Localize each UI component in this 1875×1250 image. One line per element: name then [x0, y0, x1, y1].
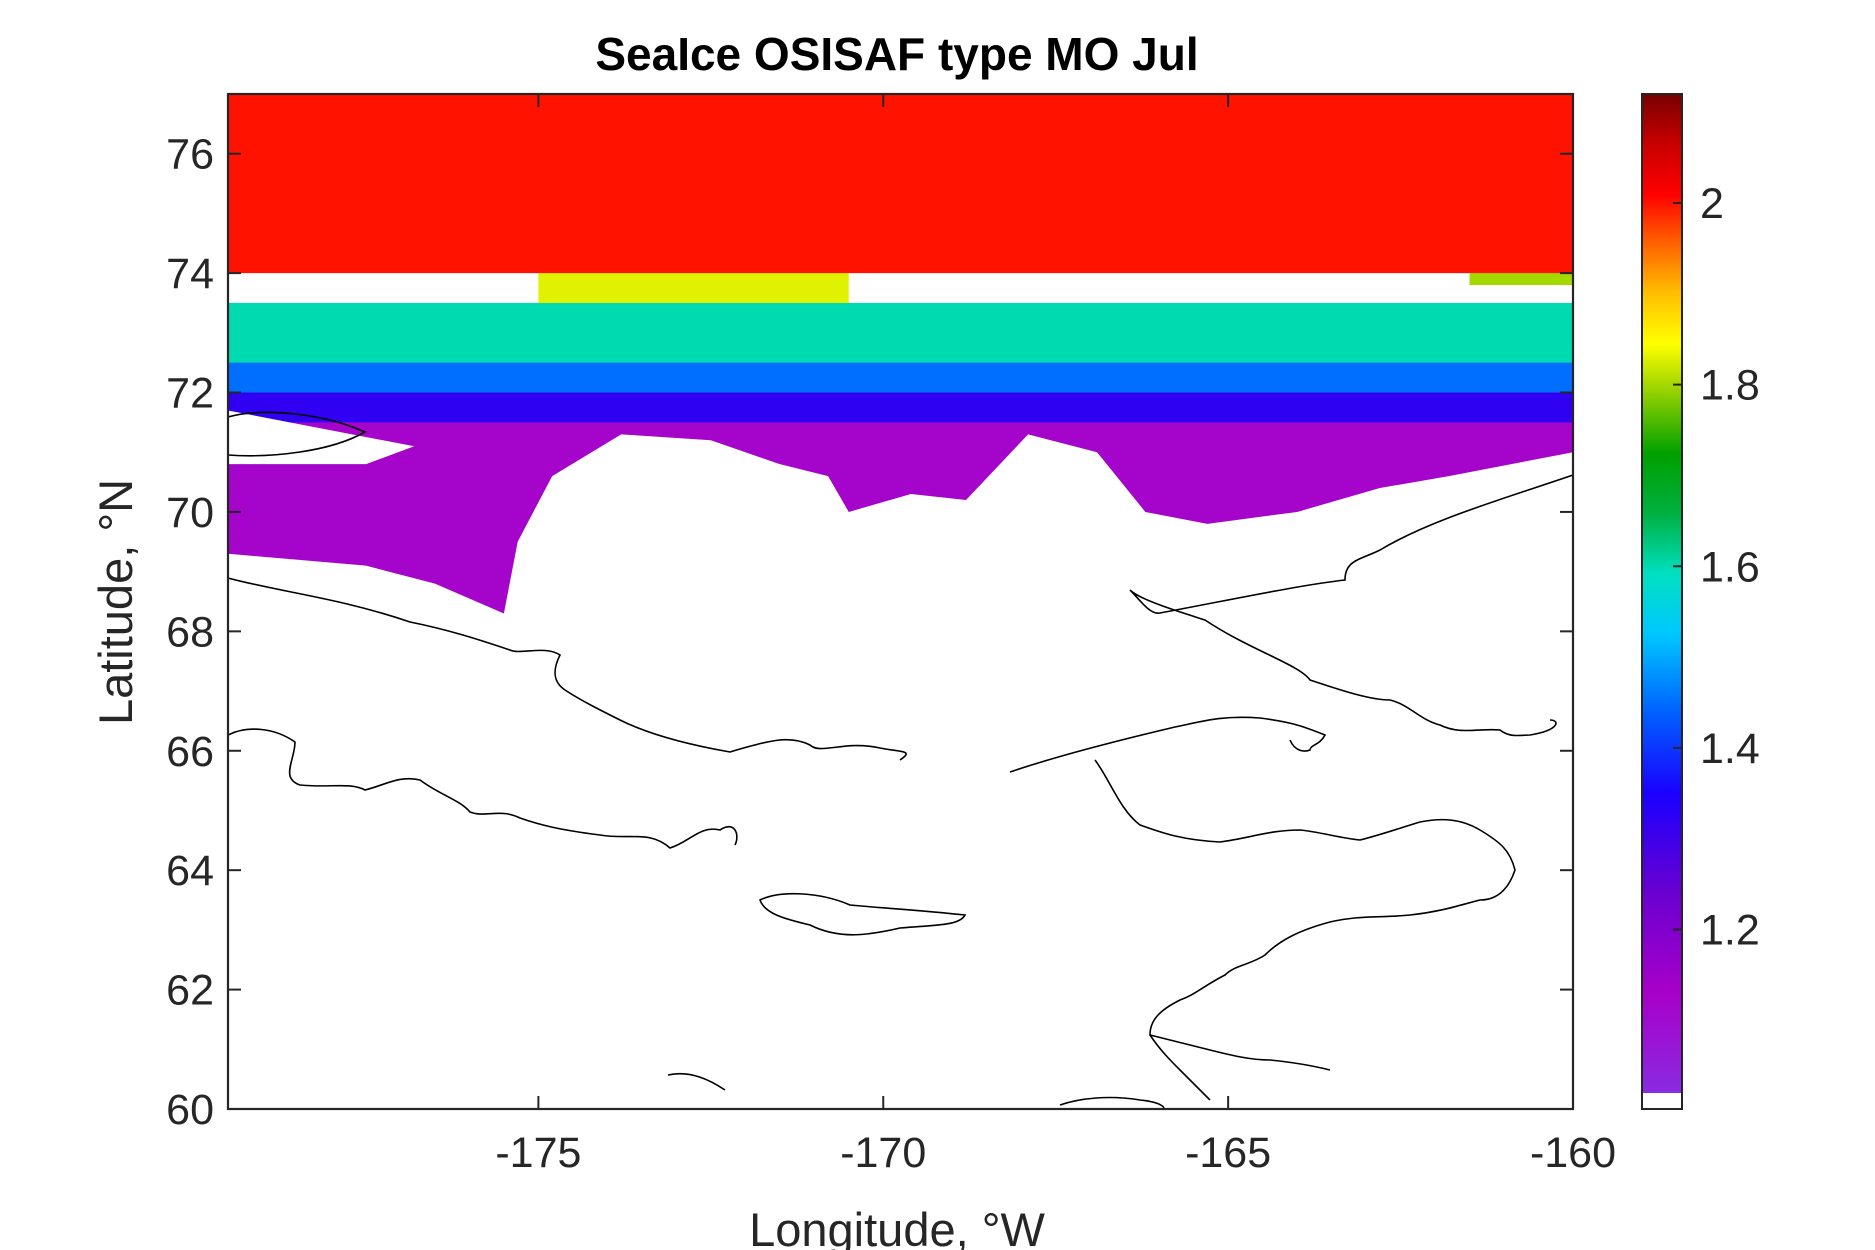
colorbar-tick-label: 2: [1700, 180, 1724, 228]
coastline-seward-peninsula: [1009, 716, 1327, 773]
y-tick-label: 68: [166, 608, 214, 656]
colorbar-nan-swatch: [1642, 1093, 1682, 1109]
open-water-area: [228, 410, 415, 465]
y-tick-label: 76: [166, 131, 214, 179]
x-tick-label: -175: [495, 1129, 581, 1177]
x-tick-label: -160: [1530, 1129, 1616, 1177]
heatmap-region: [228, 302, 1573, 363]
coastline-norton-sound: [1094, 759, 1516, 1101]
y-tick-label: 62: [166, 967, 214, 1015]
heatmap-region: [228, 94, 1573, 274]
y-tick-label: 66: [166, 728, 214, 776]
y-axis: 60 62 64 66 68 70 72 74 76: [166, 131, 1573, 1134]
x-axis-label: Longitude, °W: [749, 1203, 1045, 1250]
colorbar-ticks: 1.2 1.4 1.6 1.8 2: [1673, 180, 1760, 955]
coastline-alaska-north: [1129, 474, 1573, 737]
x-tick-label: -170: [840, 1129, 926, 1177]
y-tick-label: 70: [166, 489, 214, 537]
chart-title: SeaIce OSISAF type MO Jul: [595, 28, 1198, 80]
coastline-chukotka-south: [228, 728, 738, 849]
plot-area: [228, 94, 1573, 1109]
colorbar-tick-label: 1.8: [1700, 362, 1760, 410]
colorbar-tick-label: 1.2: [1700, 907, 1760, 955]
coastline-nunivak: [1059, 1096, 1165, 1109]
y-axis-label: Latitude, °N: [89, 479, 142, 725]
coastline-yukon-delta: [1149, 1034, 1331, 1071]
colorbar-gradient: [1642, 94, 1682, 1093]
x-tick-label: -165: [1185, 1129, 1271, 1177]
coastline-chukotka-north: [228, 577, 907, 761]
open-water-area: [228, 434, 1573, 1109]
y-tick-label: 60: [166, 1086, 214, 1134]
colorbar: 1.2 1.4 1.6 1.8 2: [1641, 93, 1760, 1110]
colorbar-tick-label: 1.4: [1700, 725, 1760, 773]
coastline-st-lawrence-island: [759, 892, 967, 936]
coastline-wrangel-island: [228, 411, 367, 457]
sea-ice-heatmap: [228, 94, 1573, 1109]
colorbar-tick-label: 1.6: [1700, 543, 1760, 591]
y-tick-label: 74: [166, 250, 214, 298]
colorbar-frame: [1641, 93, 1683, 1110]
x-axis: -175 -170 -165 -160: [495, 94, 1616, 1177]
y-tick-label: 72: [166, 370, 214, 418]
y-tick-label: 64: [166, 847, 214, 895]
axes-frame: [226, 92, 1575, 1111]
coastlines: [228, 411, 1573, 1109]
coastline-small-island: [667, 1072, 726, 1091]
